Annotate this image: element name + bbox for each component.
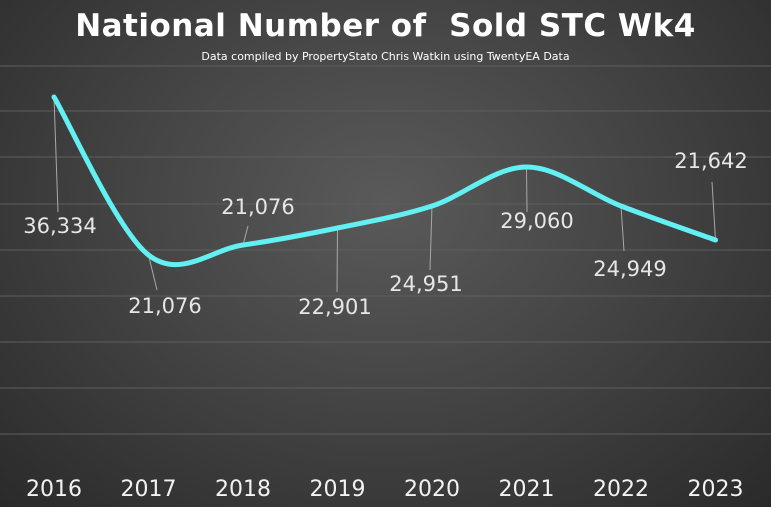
data-label: 21,076 [128,294,201,318]
data-label: 24,949 [593,257,666,281]
x-tick-label: 2020 [404,477,460,502]
data-label: 29,060 [500,209,573,233]
chart-title: National Number of Sold STC Wk4 [75,8,696,44]
data-label: 21,076 [221,195,294,219]
data-label: 22,901 [298,295,371,319]
leader-line [429,205,433,271]
x-tick-label: 2021 [499,477,555,502]
x-tick-label: 2022 [593,477,649,502]
leader-line [336,227,338,293]
x-tick-label: 2019 [310,477,366,502]
x-tick-label: 2018 [215,477,271,502]
leader-line [148,254,158,291]
leader-line [53,96,59,213]
data-label: 24,951 [389,272,462,296]
leader-line [526,166,528,213]
x-tick-label: 2016 [26,477,82,502]
series-line [51,94,718,268]
chart-subtitle: Data compiled by PropertyStato Chris Wat… [201,50,570,63]
x-tick-label: 2017 [121,477,177,502]
leader-line [242,225,249,246]
x-tick-label: 2023 [688,477,744,502]
data-label: 21,642 [674,149,747,173]
leader-line [620,205,625,252]
leader-line [711,181,716,241]
data-label: 36,334 [23,214,96,238]
